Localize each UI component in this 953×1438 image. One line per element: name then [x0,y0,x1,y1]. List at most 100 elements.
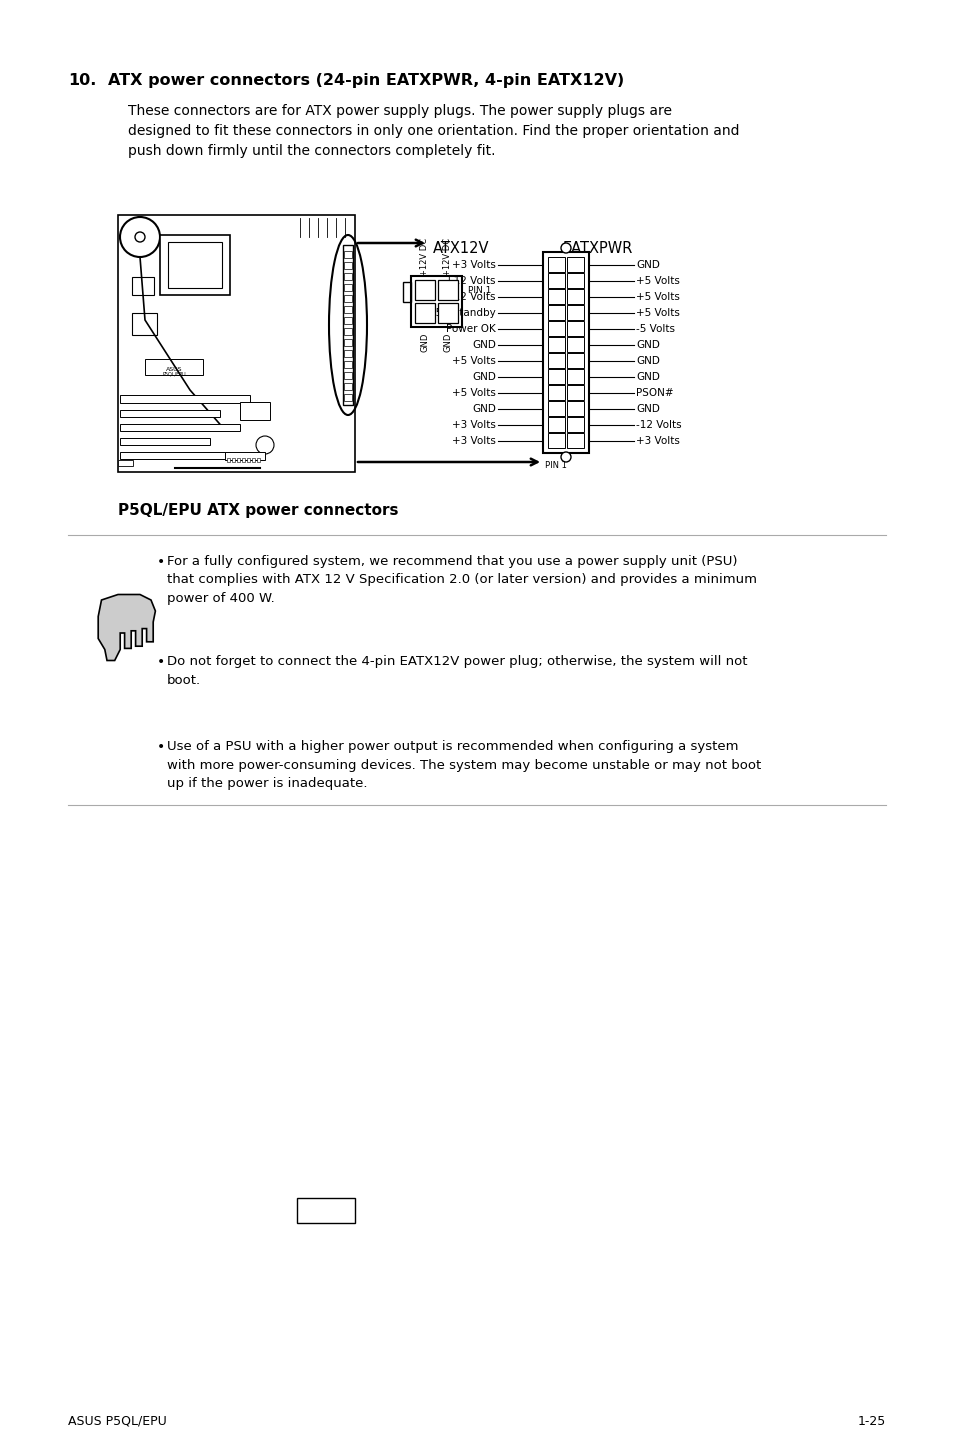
Text: GND: GND [420,334,429,352]
Bar [344,295,352,302]
Bar [344,252,352,257]
Bar [120,439,210,444]
Bar [547,321,564,336]
Text: Do not forget to connect the 4-pin EATX12V power plug; otherwise, the system wil: Do not forget to connect the 4-pin EATX1… [167,654,747,686]
Bar [547,401,564,416]
Text: +5 Volts: +5 Volts [636,292,679,302]
Text: +3 Volts: +3 Volts [636,436,679,446]
Bar [547,352,564,368]
Bar [566,336,583,352]
Text: ATX power connectors (24-pin EATXPWR, 4-pin EATX12V): ATX power connectors (24-pin EATXPWR, 4-… [108,73,623,88]
Bar [411,276,461,326]
Bar [168,242,222,288]
Bar [547,417,564,431]
Text: GND: GND [636,355,659,365]
Bar [296,1198,355,1222]
Text: •: • [157,741,165,754]
Bar [566,385,583,400]
Bar [344,273,352,280]
Bar [344,361,352,368]
Bar [547,305,564,321]
Bar [343,244,353,406]
Text: P5QL/EPU ATX power connectors: P5QL/EPU ATX power connectors [118,503,398,518]
Text: -5 Volts: -5 Volts [636,324,675,334]
Bar [132,313,157,335]
Text: GND: GND [472,404,496,414]
Text: ASUS P5QL/EPU: ASUS P5QL/EPU [68,1415,167,1428]
Text: •: • [157,555,165,569]
Bar [547,273,564,288]
Bar [344,339,352,347]
Bar [566,370,583,384]
Bar [240,403,270,420]
Text: GND: GND [472,371,496,381]
Bar [344,328,352,335]
Bar [566,257,583,272]
Bar [566,417,583,431]
Text: Use of a PSU with a higher power output is recommended when configuring a system: Use of a PSU with a higher power output … [167,741,760,789]
Text: EATXPWR: EATXPWR [562,242,633,256]
Text: P5QL/EPU: P5QL/EPU [162,372,186,377]
Bar [547,385,564,400]
Bar [120,410,220,417]
Bar [252,457,254,462]
Text: GND: GND [636,404,659,414]
Text: +12 Volts: +12 Volts [445,292,496,302]
Bar [566,321,583,336]
Text: GND: GND [472,339,496,349]
Text: •: • [157,654,165,669]
Bar [344,349,352,357]
Text: +12V DC: +12V DC [420,237,429,276]
Text: GND: GND [443,334,452,352]
Bar [120,395,250,403]
Circle shape [120,217,160,257]
Text: +5 Volts: +5 Volts [452,355,496,365]
Bar [415,280,435,301]
Bar [225,452,265,460]
Text: GND: GND [636,371,659,381]
Text: +5 Volts: +5 Volts [636,276,679,286]
Bar [247,457,250,462]
Bar [566,273,583,288]
Bar [242,457,245,462]
Text: PSON#: PSON# [636,387,673,397]
Text: These connectors are for ATX power supply plugs. The power supply plugs are: These connectors are for ATX power suppl… [128,104,671,118]
Circle shape [560,452,571,462]
Text: For a fully configured system, we recommend that you use a power supply unit (PS: For a fully configured system, we recomm… [167,555,757,605]
Bar [566,401,583,416]
Bar [344,394,352,401]
Text: push down firmly until the connectors completely fit.: push down firmly until the connectors co… [128,144,495,158]
Bar [547,289,564,303]
Text: +3 Volts: +3 Volts [452,436,496,446]
Bar [566,352,583,368]
Bar [344,316,352,324]
Bar [227,457,230,462]
Text: -12 Volts: -12 Volts [636,420,680,430]
Bar [566,289,583,303]
Bar [256,457,260,462]
Circle shape [135,232,145,242]
Text: PIN 1: PIN 1 [468,286,491,295]
Text: +12 Volts: +12 Volts [445,276,496,286]
Bar [542,252,588,453]
Bar [236,457,240,462]
Bar [566,433,583,449]
Bar [344,262,352,269]
Bar [547,370,564,384]
Bar [437,280,457,301]
Text: designed to fit these connectors in only one orientation. Find the proper orient: designed to fit these connectors in only… [128,124,739,138]
Bar [547,433,564,449]
Bar [132,278,153,295]
Text: +5 Volts: +5 Volts [452,387,496,397]
Text: Power OK: Power OK [446,324,496,334]
Bar [160,234,230,295]
Bar [344,283,352,290]
Text: PIN 1: PIN 1 [544,462,566,470]
Text: +5V Standby: +5V Standby [427,308,496,318]
Bar [344,306,352,313]
Text: +3 Volts: +3 Volts [452,420,496,430]
Text: GND: GND [636,259,659,269]
Bar [232,457,234,462]
Text: GND: GND [636,339,659,349]
Bar [118,460,132,466]
